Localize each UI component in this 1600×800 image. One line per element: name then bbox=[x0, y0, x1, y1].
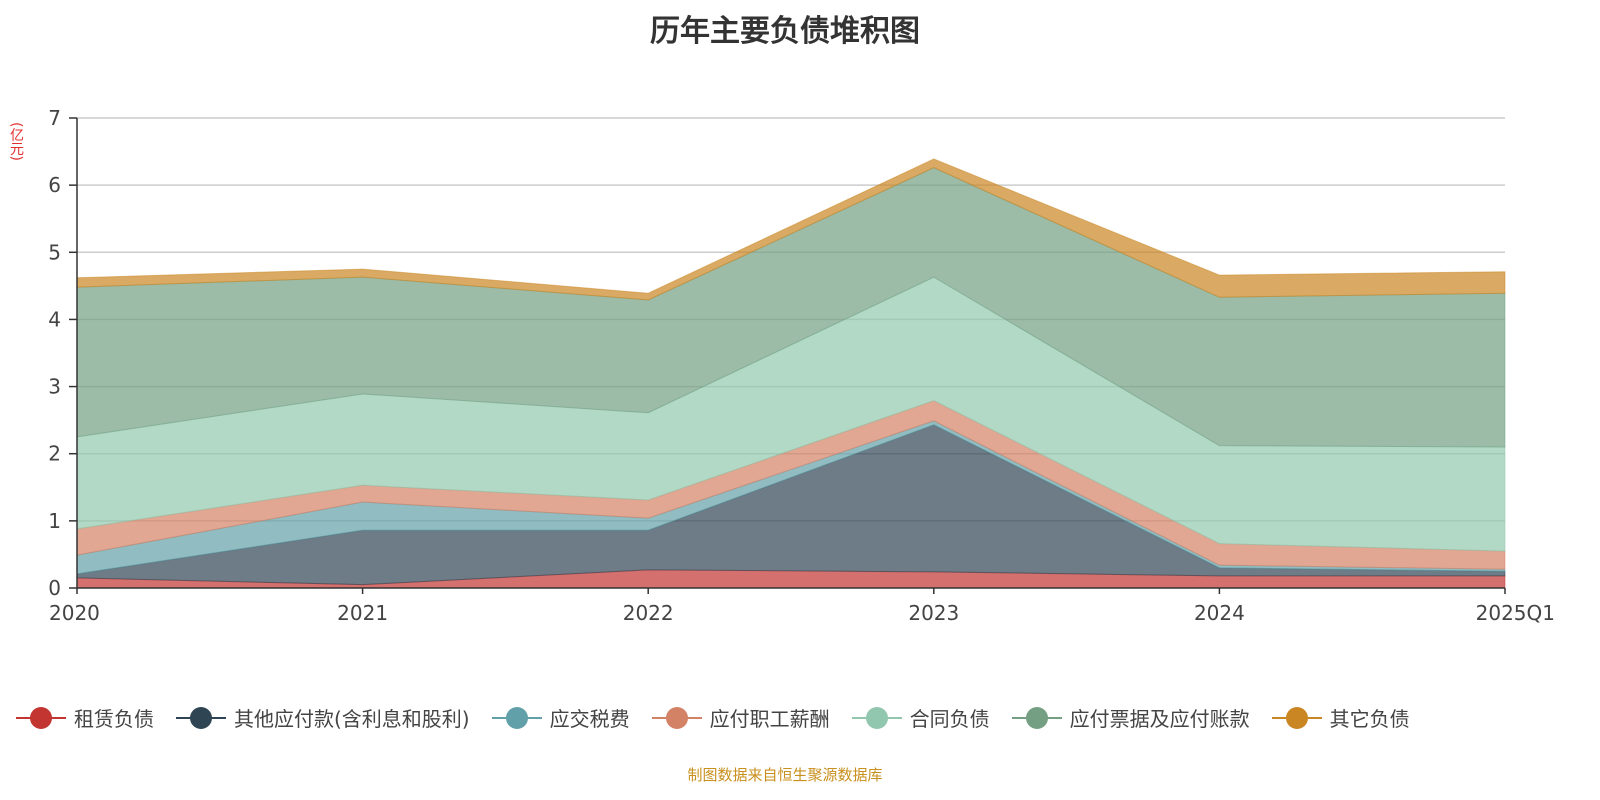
legend-label: 应付票据及应付账款 bbox=[1069, 707, 1250, 731]
x-tick-label: 2023 bbox=[908, 601, 959, 625]
legend-marker-icon bbox=[851, 706, 902, 729]
y-tick-label: 0 bbox=[48, 576, 61, 600]
legend-marker-icon bbox=[1011, 706, 1062, 729]
legend-marker-icon bbox=[1271, 706, 1322, 729]
y-tick-label: 3 bbox=[48, 375, 61, 399]
legend-item[interactable]: 应付职工薪酬 bbox=[651, 703, 830, 732]
y-tick-label: 1 bbox=[48, 509, 61, 533]
x-tick-label: 2024 bbox=[1194, 601, 1245, 625]
data-source-note: 制图数据来自恒生聚源数据库 bbox=[687, 766, 883, 784]
legend-item[interactable]: 其他应付款(含利息和股利) bbox=[176, 703, 470, 732]
y-tick-label: 4 bbox=[48, 307, 61, 331]
legend-marker-icon bbox=[16, 706, 66, 729]
legend-label: 合同负债 bbox=[909, 707, 990, 731]
y-tick-label: 6 bbox=[48, 173, 61, 197]
x-tick-label: 2022 bbox=[623, 601, 674, 625]
legend-label: 租赁负债 bbox=[74, 707, 154, 731]
legend-item[interactable]: 其它负债 bbox=[1271, 703, 1410, 732]
plot-area: 0 1 2 3 4 5 6 7 2020 2021 2022 2023 2024 2025Q1 bbox=[48, 106, 1555, 625]
legend-item[interactable]: 应交税费 bbox=[491, 703, 630, 732]
legend: 租赁负债 其他应付款(含利息和股利) 应交税费 应付职工薪酬 合同负债 应付票据及应付账款… bbox=[16, 703, 1432, 732]
area-6 bbox=[76, 158, 1506, 301]
y-axis-unit-label: (亿元) bbox=[8, 122, 24, 161]
x-tick-label: 2021 bbox=[337, 601, 388, 625]
legend-item[interactable]: 租赁负债 bbox=[16, 703, 154, 732]
legend-marker-icon bbox=[176, 706, 226, 729]
x-tick-label: 2020 bbox=[49, 601, 100, 625]
legend-item[interactable]: 应付票据及应付账款 bbox=[1011, 703, 1250, 732]
legend-item[interactable]: 合同负债 bbox=[851, 703, 990, 732]
legend-marker-icon bbox=[651, 706, 702, 729]
x-tick-label: 2025Q1 bbox=[1476, 601, 1555, 625]
legend-label: 应付职工薪酬 bbox=[709, 707, 830, 731]
y-tick-label: 5 bbox=[48, 240, 61, 264]
legend-label: 其他应付款(含利息和股利) bbox=[234, 707, 470, 731]
legend-label: 应交税费 bbox=[549, 707, 630, 731]
chart-title: 历年主要负债堆积图 bbox=[650, 14, 920, 49]
y-tick-label: 7 bbox=[48, 106, 61, 130]
legend-label: 其它负债 bbox=[1329, 707, 1410, 731]
y-tick-label: 2 bbox=[48, 442, 61, 466]
legend-marker-icon bbox=[491, 706, 542, 729]
